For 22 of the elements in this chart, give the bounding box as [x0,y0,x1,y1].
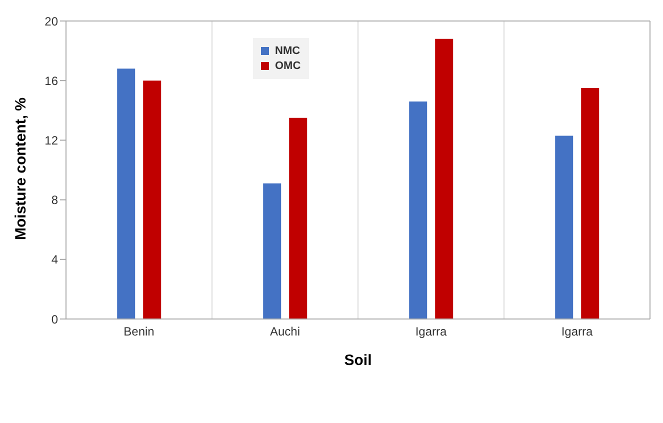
bar [409,101,428,319]
y-tick-label: 16 [44,74,58,88]
bar [555,136,574,319]
bar [117,68,136,319]
y-tick-label: 0 [51,312,58,326]
legend-label: NMC [274,45,301,57]
y-tick-label: 20 [44,14,58,28]
y-tick-label: 12 [44,133,58,148]
x-tick-label: Igarra [561,324,593,339]
y-tick-label: 8 [51,193,58,208]
bar [143,80,162,319]
y-axis-title: Moisture content, % [12,97,30,240]
bar [263,183,282,319]
legend-label: OMC [274,60,301,72]
x-tick-label: Benin [124,324,154,339]
x-tick-label: Auchi [270,324,300,339]
bar [289,118,308,319]
x-axis-title: Soil [344,352,372,369]
y-tick-label: 4 [51,252,58,267]
bar [581,88,600,319]
x-tick-label: Igarra [415,324,447,339]
bar [435,38,454,319]
